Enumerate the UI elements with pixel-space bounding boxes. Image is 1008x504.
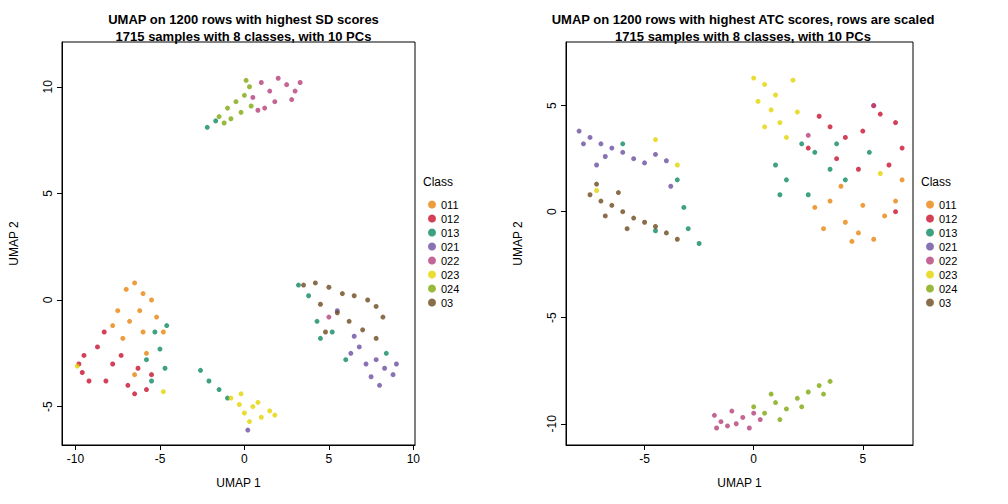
svg-text:021: 021 [441,241,459,253]
svg-text:10: 10 [407,452,421,466]
svg-text:Class: Class [423,175,453,189]
svg-text:5: 5 [326,452,333,466]
svg-text:023: 023 [441,269,459,281]
svg-text:-5: -5 [639,452,650,466]
svg-text:011: 011 [441,199,459,211]
svg-text:UMAP on 1200 rows with highest: UMAP on 1200 rows with highest ATC score… [552,12,935,27]
svg-text:5: 5 [545,102,559,109]
svg-text:03: 03 [441,297,453,309]
svg-text:013: 013 [939,227,957,239]
svg-text:-10: -10 [545,415,559,433]
svg-text:5: 5 [859,452,866,466]
svg-text:UMAP on 1200 rows with highest: UMAP on 1200 rows with highest SD scores [108,12,379,27]
svg-text:10: 10 [41,80,55,94]
svg-text:0: 0 [750,452,757,466]
svg-text:012: 012 [939,213,957,225]
svg-text:0: 0 [241,452,248,466]
svg-text:-5: -5 [545,312,559,323]
svg-text:1715 samples with 8 classes, w: 1715 samples with 8 classes, with 10 PCs [615,29,871,44]
svg-text:0: 0 [41,296,55,303]
svg-text:UMAP 2: UMAP 2 [511,221,525,266]
svg-text:1715 samples with 8 classes, w: 1715 samples with 8 classes, with 10 PCs [116,29,372,44]
svg-text:011: 011 [939,199,957,211]
svg-text:-5: -5 [41,401,55,412]
svg-text:UMAP 2: UMAP 2 [7,221,21,266]
svg-text:024: 024 [939,283,957,295]
svg-text:022: 022 [939,255,957,267]
svg-text:-5: -5 [155,452,166,466]
svg-text:024: 024 [441,283,459,295]
svg-text:03: 03 [939,297,951,309]
svg-text:Class: Class [921,175,951,189]
svg-text:-10: -10 [67,452,85,466]
svg-text:013: 013 [441,227,459,239]
svg-text:0: 0 [545,208,559,215]
svg-text:012: 012 [441,213,459,225]
svg-text:022: 022 [441,255,459,267]
svg-text:UMAP 1: UMAP 1 [216,476,261,490]
svg-text:5: 5 [41,190,55,197]
svg-text:UMAP 1: UMAP 1 [717,476,762,490]
svg-text:021: 021 [939,241,957,253]
svg-text:023: 023 [939,269,957,281]
